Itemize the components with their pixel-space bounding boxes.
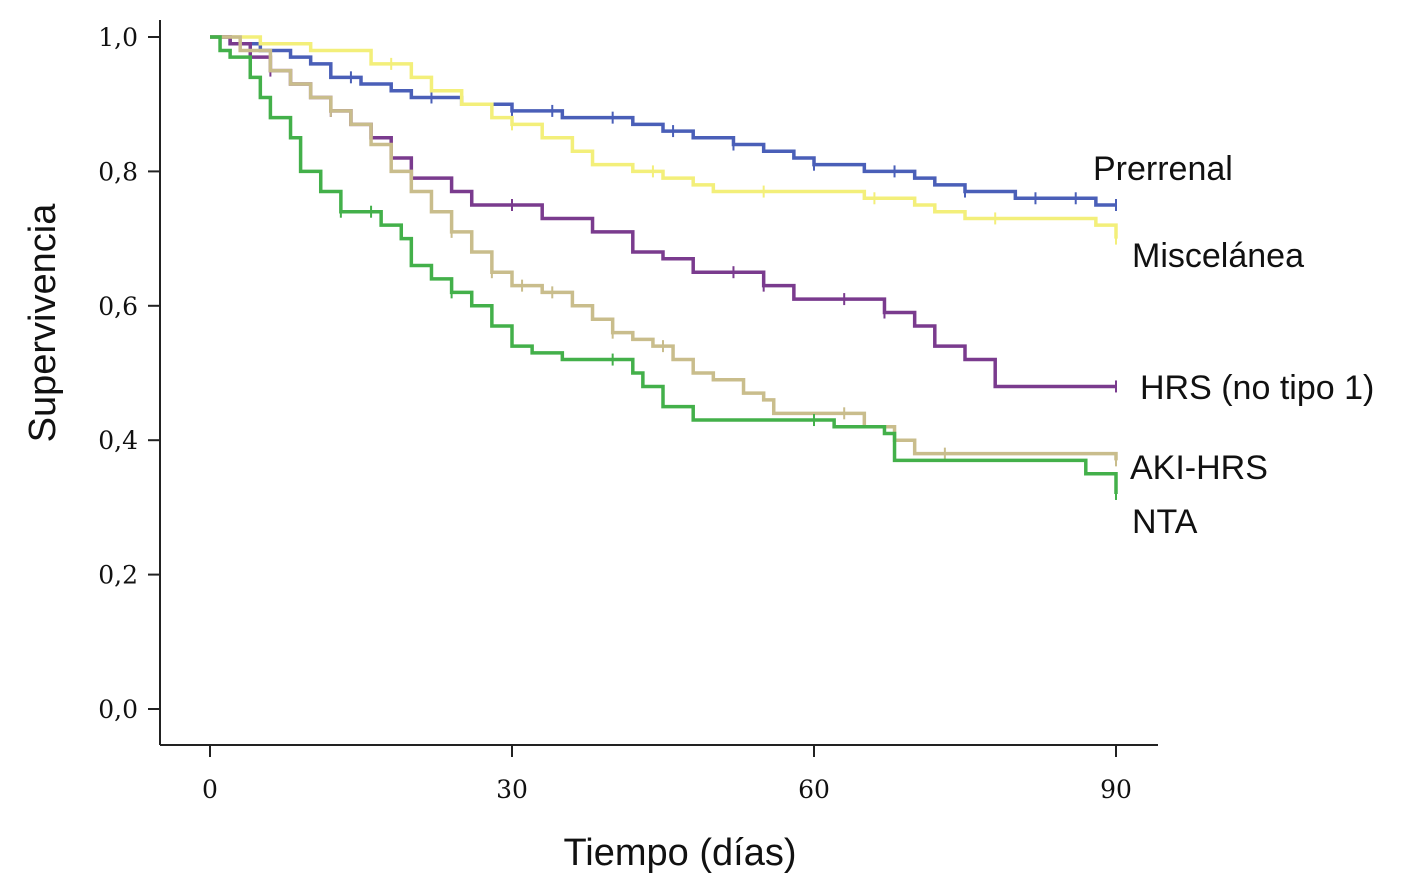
y-tick-label: 1,0 xyxy=(98,23,138,52)
x-tick-label: 60 xyxy=(798,775,830,804)
x-tick-label: 90 xyxy=(1100,775,1132,804)
axes: 0,0 0,2 0,4 0,6 0,8 1,0 0 30 60 90 xyxy=(98,20,1158,804)
survival-curve xyxy=(210,35,1118,461)
survival-curve xyxy=(210,35,1116,207)
x-tick-label: 0 xyxy=(202,775,218,804)
series-nta xyxy=(210,35,1118,500)
y-tick-label: 0,0 xyxy=(98,695,138,724)
series-label: Miscelánea xyxy=(1132,237,1304,275)
y-axis-title: Supervivencia xyxy=(22,203,64,443)
series-label: AKI-HRS xyxy=(1130,449,1268,487)
y-tick-label: 0,4 xyxy=(98,426,138,455)
series-aki-hrs xyxy=(210,35,1118,467)
x-axis-title: Tiempo (días) xyxy=(564,832,797,874)
survival-curve xyxy=(210,35,1118,239)
survival-curve xyxy=(210,35,1118,494)
series-label: HRS (no tipo 1) xyxy=(1140,369,1374,407)
y-tick-label: 0,8 xyxy=(98,157,138,186)
series-miscel-nea xyxy=(210,35,1118,245)
y-tick-label: 0,2 xyxy=(98,561,138,590)
x-tick-label: 30 xyxy=(496,775,528,804)
series-label: NTA xyxy=(1132,503,1198,541)
series-prerrenal xyxy=(210,35,1117,211)
series-label: Prerrenal xyxy=(1093,150,1233,188)
series-hrs-no-tipo-1 xyxy=(210,35,1117,393)
series-layer xyxy=(210,35,1118,500)
y-tick-label: 0,6 xyxy=(98,292,138,321)
series-labels: Prerrenal Miscelánea HRS (no tipo 1) AKI-HR… xyxy=(1093,150,1374,541)
